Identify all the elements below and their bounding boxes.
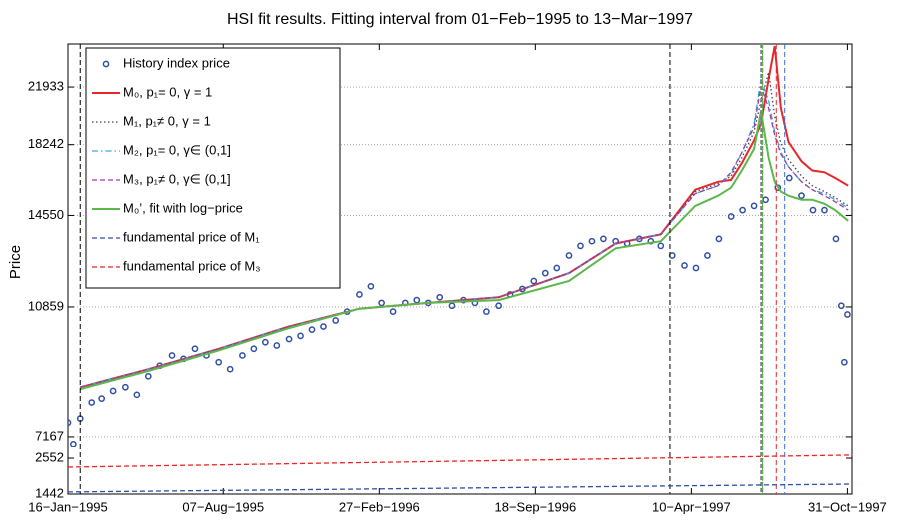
series-line (68, 483, 852, 493)
legend-label: M₂, p₁= 0, γ∈ (0,1] (123, 142, 231, 157)
y-tick-label: 21933 (28, 78, 64, 93)
data-point (483, 308, 490, 315)
data-point (785, 174, 793, 182)
data-point (762, 196, 769, 204)
data-point (448, 302, 456, 310)
data-point (378, 299, 385, 307)
data-point (541, 269, 549, 277)
data-point (320, 323, 327, 330)
data-point (832, 235, 840, 243)
data-point (657, 242, 665, 250)
data-point (215, 358, 223, 366)
data-point (495, 302, 502, 310)
y-tick-label: 1442 (35, 485, 64, 500)
data-point (600, 235, 607, 243)
legend-label: M₁, p₁≠ 0, γ = 1 (123, 113, 211, 128)
x-tick-label: 10−Apr−1997 (652, 499, 731, 514)
data-point (821, 206, 828, 214)
data-point (577, 242, 584, 250)
y-axis-label: Price (7, 245, 24, 279)
data-point (727, 213, 735, 220)
data-point (704, 252, 711, 259)
plot-frame (67, 43, 853, 495)
data-point (297, 332, 304, 340)
data-point (168, 352, 176, 359)
x-tick-label: 16−Jan−1995 (28, 499, 108, 514)
legend-label: M₀’, fit with log−price (123, 200, 243, 215)
data-point (332, 317, 340, 324)
data-point (692, 264, 700, 272)
data-point (133, 391, 141, 399)
y-tick-label: 10859 (28, 298, 64, 313)
y-tick-label: 7167 (35, 428, 64, 443)
data-point (109, 387, 117, 395)
y-tick-label: 18242 (28, 136, 64, 151)
data-point (191, 345, 199, 353)
data-point (356, 291, 363, 298)
data-point (261, 338, 269, 346)
x-tick-label: 18−Sep−1996 (494, 499, 576, 514)
data-point (389, 308, 397, 315)
y-tick-label: 14550 (28, 207, 64, 222)
data-point (273, 342, 281, 349)
data-point (553, 264, 561, 272)
data-point (122, 383, 129, 391)
legend-box (85, 47, 341, 289)
data-point (739, 206, 746, 214)
data-point (809, 206, 817, 214)
legend-label: M₃, p₁≠ 0, γ∈ (0,1] (123, 171, 231, 186)
data-point (239, 352, 246, 359)
data-point (68, 419, 72, 427)
data-point (565, 252, 573, 259)
data-point (750, 202, 758, 210)
data-point (837, 302, 845, 310)
data-point (250, 345, 258, 353)
data-point (413, 296, 421, 304)
data-point (367, 282, 375, 290)
legend-label: M₀, p₁= 0, γ = 1 (123, 84, 212, 99)
data-point (530, 277, 538, 285)
data-point (798, 192, 805, 200)
legend-label: fundamental price of M₁ (123, 229, 260, 244)
data-point (715, 235, 723, 243)
data-point (436, 293, 444, 301)
data-point (70, 440, 77, 447)
data-point (285, 335, 293, 343)
data-point (841, 358, 848, 366)
data-point (88, 399, 96, 406)
legend-marker (102, 60, 110, 68)
plot-area (68, 454, 852, 493)
data-point (144, 372, 152, 380)
series-line (68, 454, 852, 468)
x-tick-label: 07−Aug−1995 (182, 499, 264, 514)
x-tick-label: 27−Feb−1996 (339, 499, 420, 514)
data-point (226, 365, 234, 373)
y-tick-label: 2552 (35, 449, 64, 464)
data-point (588, 237, 596, 245)
data-point (647, 237, 655, 245)
data-point (98, 395, 106, 403)
chart-title: HSI fit results. Fitting interval from 0… (227, 11, 693, 28)
data-point (308, 326, 316, 333)
plot-area (68, 45, 851, 447)
x-tick-label: 31−Oct−1997 (808, 499, 887, 514)
series-line (79, 111, 849, 391)
legend-label: fundamental price of M₃ (123, 258, 261, 273)
data-point (844, 311, 851, 318)
data-point (681, 262, 688, 269)
legend-label: History index price (123, 55, 230, 70)
